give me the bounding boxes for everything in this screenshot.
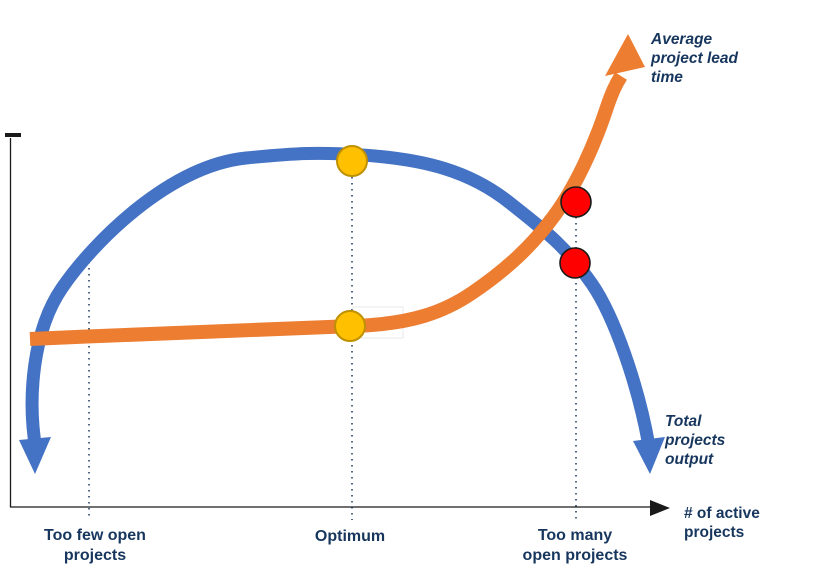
label-line: project lead bbox=[651, 50, 738, 67]
overload-marker-bottom bbox=[559, 247, 591, 279]
label-line: open projects bbox=[522, 547, 628, 564]
label-line: projects bbox=[684, 524, 745, 541]
lead-time-curve-label: Average project lead time bbox=[651, 30, 766, 87]
lead-time-arrowhead-icon bbox=[605, 34, 645, 76]
label-line: output bbox=[665, 451, 714, 468]
label-line: Average bbox=[651, 31, 713, 48]
zone-label-too-many: Too many open projects bbox=[500, 526, 650, 566]
x-axis-arrowhead-icon bbox=[650, 500, 670, 516]
optimum-marker-top bbox=[336, 145, 368, 177]
total-output-curve bbox=[25, 146, 656, 457]
total-output-right-arrowhead-icon bbox=[633, 437, 665, 474]
total-output-left-arrowhead-icon bbox=[19, 437, 51, 474]
label-line: Too few open bbox=[44, 527, 146, 544]
label-line: # of active bbox=[684, 505, 760, 522]
zone-label-optimum: Optimum bbox=[290, 527, 410, 547]
label-line: Total bbox=[665, 413, 702, 430]
x-axis-label: # of active projects bbox=[684, 504, 784, 542]
total-output-curve-label: Total projects output bbox=[665, 412, 755, 469]
optimum-marker-bottom bbox=[334, 310, 366, 342]
lead-time-curve bbox=[29, 72, 627, 346]
label-line: time bbox=[651, 69, 683, 86]
label-line: Too many bbox=[537, 527, 613, 544]
zone-label-too-few: Too few open projects bbox=[25, 526, 165, 566]
label-line: projects bbox=[665, 432, 726, 449]
label-line: Optimum bbox=[314, 528, 386, 545]
label-line: projects bbox=[63, 547, 127, 564]
overload-marker-top bbox=[560, 186, 592, 218]
